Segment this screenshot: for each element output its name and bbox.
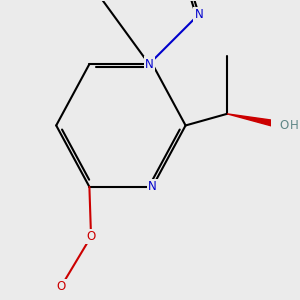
Text: O: O: [279, 119, 288, 132]
Text: N: N: [148, 180, 157, 193]
Text: N: N: [145, 58, 154, 70]
Text: O: O: [86, 230, 96, 243]
Polygon shape: [227, 114, 284, 129]
Text: H: H: [290, 119, 298, 132]
Text: O: O: [57, 280, 66, 293]
Text: N: N: [194, 8, 203, 21]
